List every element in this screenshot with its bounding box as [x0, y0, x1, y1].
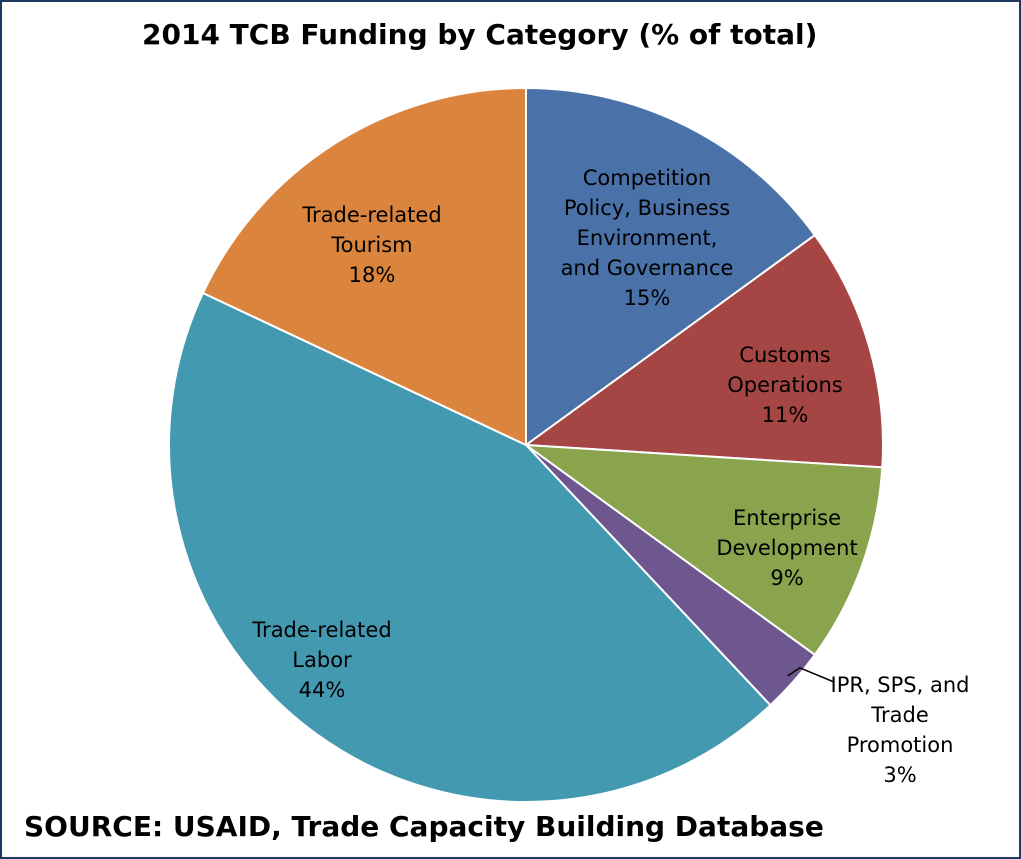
- pie-slice: [201, 86, 527, 447]
- pie-slice: [522, 443, 884, 657]
- pie-slice: [525, 86, 817, 447]
- pie-slice: [523, 233, 884, 469]
- slice-label: Enterprise Development 9%: [705, 503, 870, 593]
- value-label: 11%: [761, 403, 809, 427]
- value-label: 9%: [770, 566, 804, 590]
- slice-label: Trade-related Tourism 18%: [285, 200, 460, 290]
- slice-label: Customs Operations 11%: [718, 340, 853, 430]
- leader-line: [787, 666, 835, 683]
- slice-label: Trade-related Labor 44%: [235, 615, 410, 705]
- category-label: Competition Policy, Business Environment…: [560, 166, 734, 280]
- value-label: 15%: [623, 286, 671, 310]
- category-label: Customs Operations: [727, 343, 843, 397]
- slice-label: IPR, SPS, and Trade Promotion 3%: [825, 670, 975, 790]
- value-label: 18%: [348, 263, 396, 287]
- source-note: SOURCE: USAID, Trade Capacity Building D…: [24, 810, 824, 843]
- category-label: Trade-related Tourism: [302, 203, 442, 257]
- value-label: 3%: [883, 763, 917, 787]
- pie-slice: [168, 291, 772, 803]
- category-label: IPR, SPS, and Trade Promotion: [830, 673, 970, 757]
- category-label: Trade-related Labor: [252, 618, 392, 672]
- category-label: Enterprise Development: [716, 506, 858, 560]
- value-label: 44%: [298, 678, 346, 702]
- slice-label: Competition Policy, Business Environment…: [558, 163, 736, 313]
- chart-title: 2014 TCB Funding by Category (% of total…: [142, 18, 818, 51]
